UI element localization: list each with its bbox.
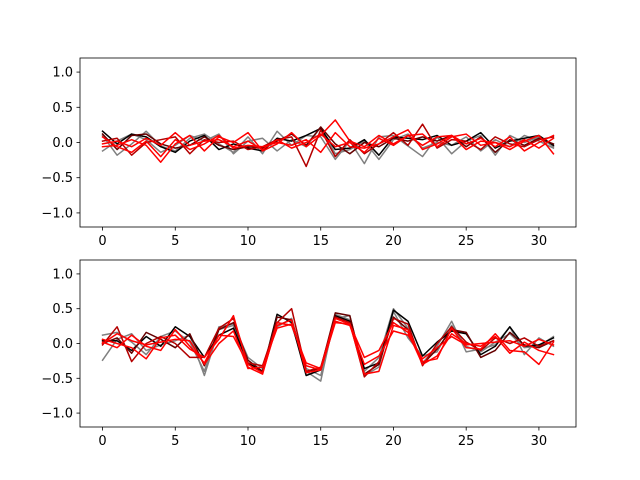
y-tick-label: 0.0 <box>52 136 73 151</box>
x-tick-label: 5 <box>171 234 179 249</box>
y-tick-label: −0.5 <box>41 372 73 387</box>
y-tick-label: 1.0 <box>52 267 73 282</box>
series-line-7 <box>101 131 555 154</box>
y-tick-label: −1.0 <box>41 206 73 221</box>
x-tick-label: 25 <box>458 434 475 449</box>
x-tick-label: 10 <box>240 234 257 249</box>
series-line-5 <box>101 119 555 163</box>
y-tick-label: 1.0 <box>52 66 73 81</box>
series-line-7 <box>101 320 555 371</box>
x-tick-label: 30 <box>531 434 548 449</box>
y-tick-label: −0.5 <box>41 171 73 186</box>
x-tick-label: 20 <box>385 434 402 449</box>
x-tick-label: 10 <box>240 434 257 449</box>
x-tick-label: 0 <box>98 234 106 249</box>
x-tick-label: 0 <box>98 434 106 449</box>
series-lines <box>101 307 555 382</box>
series-line-6 <box>101 129 555 158</box>
x-tick-label: 25 <box>458 234 475 249</box>
y-tick-label: 0.0 <box>52 337 73 352</box>
x-tick-label: 30 <box>531 234 548 249</box>
y-tick-label: 0.5 <box>52 302 73 317</box>
x-tick-label: 20 <box>385 234 402 249</box>
bottom-subplot: 0 5 10 15 20 25 30 −1.0 −0.5 0.0 0.5 1.0 <box>41 259 577 449</box>
top-subplot: 0 5 10 15 20 25 30 −1.0 −0.5 0.0 0.5 1.0 <box>41 57 577 249</box>
y-tick-label: 0.5 <box>52 101 73 116</box>
series-lines <box>101 119 555 168</box>
x-tick-label: 5 <box>171 434 179 449</box>
x-tick-label: 15 <box>312 234 329 249</box>
y-tick-label: −1.0 <box>41 407 73 422</box>
series-line-2 <box>101 127 555 156</box>
x-tick-label: 15 <box>312 434 329 449</box>
series-line-0 <box>101 130 555 165</box>
